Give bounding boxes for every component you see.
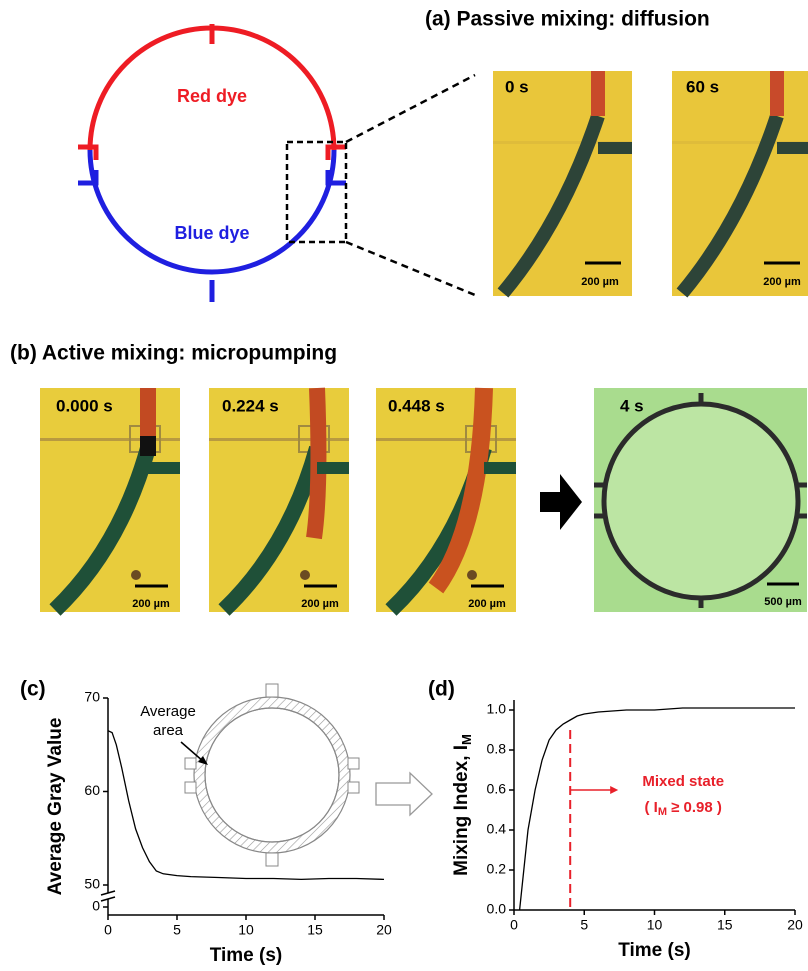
panel-label: (d)	[428, 678, 455, 701]
schematic	[78, 24, 475, 302]
scale-label: 200 µm	[132, 598, 170, 610]
y-tick-label: 0.0	[487, 901, 507, 917]
x-tick-label: 0	[510, 917, 518, 933]
scale-label: 200 µm	[301, 598, 339, 610]
frame-image	[672, 71, 808, 296]
annotation-part: ( I	[644, 799, 657, 816]
x-tick-label: 20	[376, 922, 392, 938]
scale-label: 500 µm	[764, 596, 802, 608]
frame-images	[40, 388, 807, 612]
y-axis-title-part: Mixing Index, I	[451, 745, 472, 876]
annotation-arrowhead	[610, 786, 618, 794]
x-tick-label: 10	[238, 922, 254, 938]
y-tick-label: 50	[84, 876, 100, 892]
red-dye-label: Red dye	[177, 86, 247, 106]
y-tick-label: 0.2	[487, 861, 507, 877]
x-tick-label: 15	[717, 917, 733, 933]
x-tick-label: 20	[787, 917, 803, 933]
y-tick-label: 1.0	[487, 701, 507, 717]
y-tick-label: 0.4	[487, 821, 507, 837]
y-tick-label: 0.6	[487, 781, 507, 797]
annotation: ( IM ≥ 0.98 )	[644, 799, 721, 818]
panel-label: (c)	[20, 678, 46, 701]
frame-time: 0.224 s	[222, 396, 279, 415]
frame-time: 0.448 s	[388, 396, 445, 415]
scale-label: 200 µm	[468, 598, 506, 610]
y-tick-label: 0	[92, 898, 100, 914]
figure: Red dye Blue dye (a) Passive mixing: dif…	[0, 0, 808, 971]
frame-time: 4 s	[620, 396, 644, 415]
panel-label: (a) Passive mixing: diffusion	[425, 8, 710, 31]
x-axis-title: Time (s)	[210, 945, 283, 966]
y-tick-label: 0.8	[487, 741, 507, 757]
scale-label: 200 µm	[581, 276, 619, 288]
y-axis-title: Mixing Index, IM	[451, 734, 474, 876]
inset-label: area	[153, 722, 184, 739]
annotation: Mixed state	[642, 773, 724, 790]
x-tick-label: 0	[104, 922, 112, 938]
frame-time: 0.000 s	[56, 396, 113, 415]
inset-schematic	[181, 684, 432, 866]
y-axis-title-part: M	[459, 734, 474, 745]
frame-time: 60 s	[686, 77, 719, 96]
y-tick-label: 70	[84, 689, 100, 705]
scale-label: 200 µm	[763, 276, 801, 288]
annotation-part: M	[658, 806, 667, 818]
frame-time: 0 s	[505, 77, 529, 96]
y-tick-label: 60	[84, 782, 100, 798]
annotation-part: ≥ 0.98 )	[667, 799, 722, 816]
panel-label: (b) Active mixing: micropumping	[10, 342, 337, 365]
x-tick-label: 10	[647, 917, 663, 933]
inset-label: Average	[140, 703, 196, 720]
x-tick-label: 5	[580, 917, 588, 933]
blue-dye-label: Blue dye	[174, 223, 249, 243]
x-tick-label: 5	[173, 922, 181, 938]
x-axis-title: Time (s)	[618, 940, 691, 961]
y-axis-title: Average Gray Value	[45, 718, 66, 896]
x-tick-label: 15	[307, 922, 323, 938]
frame-image	[493, 71, 632, 296]
